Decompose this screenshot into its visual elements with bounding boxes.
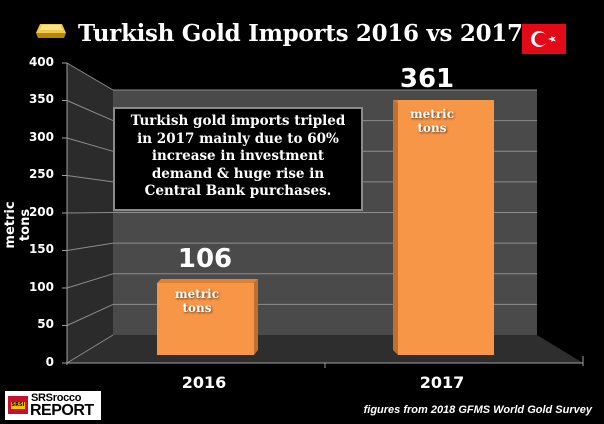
callout-line: Central Bank purchases. xyxy=(144,183,332,199)
annotation-callout: Turkish gold imports tripled in 2017 mai… xyxy=(113,107,363,211)
gold-bar-icon xyxy=(36,24,66,38)
srsrocco-logo: SRSI SRSrocco REPORT xyxy=(5,391,101,420)
y-tick: 150 xyxy=(28,242,54,256)
logo-bottom-text: REPORT xyxy=(30,402,94,419)
logo-top-text: SRSrocco xyxy=(31,392,82,404)
chart-header: Turkish Gold Imports 2016 vs 2017 xyxy=(0,8,604,54)
x-label-2016: 2016 xyxy=(181,373,227,392)
y-tick: 200 xyxy=(28,205,54,219)
y-tick: 0 xyxy=(45,355,54,369)
logo-badge: SRSI xyxy=(11,402,25,409)
bar-2017 xyxy=(393,100,494,355)
callout-line: in 2017 mainly due to 60% xyxy=(137,130,339,147)
y-tick: 250 xyxy=(28,167,54,181)
unit-line: metric xyxy=(409,107,455,121)
bar-2016 xyxy=(157,279,258,355)
bar-unit-2017: metric tons xyxy=(392,107,472,135)
callout-line: increase in investment xyxy=(151,148,325,164)
turkey-flag-icon xyxy=(522,24,566,54)
bar-value-2016: 106 xyxy=(177,244,233,274)
y-tick: 50 xyxy=(37,317,54,331)
floor xyxy=(67,335,583,363)
bar-value-2017: 361 xyxy=(399,64,455,94)
y-tick: 400 xyxy=(28,55,54,69)
bar-unit-2016: metric tons xyxy=(157,287,237,315)
usa-map-icon: SRSI xyxy=(8,396,28,414)
y-tick: 100 xyxy=(28,280,54,294)
callout-line: demand & huge rise in xyxy=(151,165,325,182)
unit-line: metric xyxy=(174,287,220,301)
y-tick: 350 xyxy=(28,92,54,106)
y-tick: 300 xyxy=(28,130,54,144)
unit-line: tons xyxy=(417,121,447,135)
callout-line: Turkish gold imports tripled xyxy=(130,113,346,129)
chart-title: Turkish Gold Imports 2016 vs 2017 xyxy=(78,20,523,47)
unit-line: tons xyxy=(182,301,212,315)
source-note: figures from 2018 GFMS World Gold Survey xyxy=(363,404,592,416)
x-label-2017: 2017 xyxy=(419,373,465,392)
